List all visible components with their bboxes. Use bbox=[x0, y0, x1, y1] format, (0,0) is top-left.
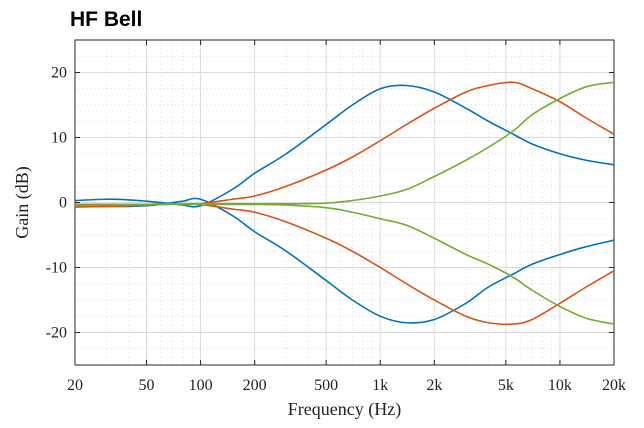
chart-title: HF Bell bbox=[70, 8, 142, 31]
series-line-2 bbox=[74, 197, 615, 324]
y-tick-label: -20 bbox=[46, 325, 67, 342]
y-tick-label: -10 bbox=[46, 260, 67, 277]
y-tick-label: 20 bbox=[51, 65, 67, 82]
x-tick-label: 2k bbox=[426, 377, 442, 394]
x-tick-label: 100 bbox=[189, 377, 213, 394]
series-group bbox=[74, 81, 615, 326]
x-tick-label: 1k bbox=[372, 377, 388, 394]
tick-group: 20 50 100 200 500 1k 2k 5k 10k 20k -20 -10 0 10 20 bbox=[46, 40, 626, 394]
series-line-6 bbox=[74, 203, 615, 325]
x-tick-label: 20k bbox=[602, 377, 626, 394]
x-tick-label: 50 bbox=[138, 377, 154, 394]
x-tick-label: 20 bbox=[67, 377, 83, 394]
series-line-1 bbox=[74, 84, 615, 208]
x-tick-label: 5k bbox=[498, 377, 514, 394]
y-tick-label: 0 bbox=[59, 195, 67, 212]
y-axis-label: Gain (dB) bbox=[12, 166, 33, 238]
x-axis-label: Frequency (Hz) bbox=[288, 399, 401, 420]
y-tick-label: 10 bbox=[51, 130, 67, 147]
x-tick-label: 10k bbox=[548, 377, 572, 394]
x-tick-label: 200 bbox=[243, 377, 267, 394]
x-tick-label: 500 bbox=[314, 377, 338, 394]
